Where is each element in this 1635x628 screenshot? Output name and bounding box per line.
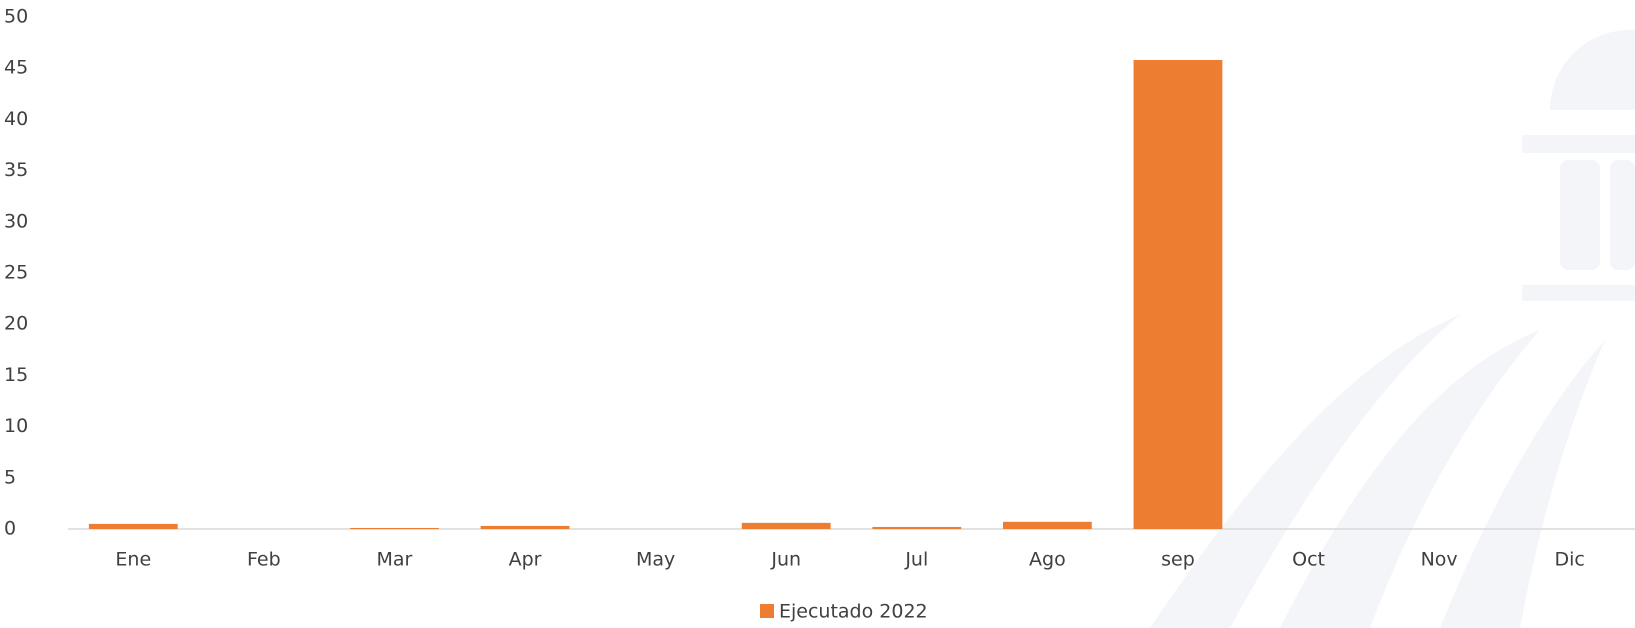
y-tick-label: 15 <box>4 364 28 386</box>
x-tick-label: Jul <box>904 549 928 571</box>
bar <box>88 523 178 529</box>
x-tick-label: Oct <box>1292 549 1325 571</box>
bar <box>741 522 831 529</box>
x-tick-label: Ene <box>115 549 151 571</box>
x-tick-label: Jun <box>770 549 801 571</box>
y-tick-label: 0 <box>4 518 16 540</box>
bar <box>480 525 570 529</box>
bar <box>1002 521 1092 529</box>
legend-label: Ejecutado 2022 <box>779 601 928 623</box>
x-tick-label: Dic <box>1555 549 1585 571</box>
x-tick-label: Feb <box>247 549 281 571</box>
y-tick-label: 45 <box>4 57 28 79</box>
legend-swatch <box>760 604 774 618</box>
x-tick-label: Ago <box>1029 549 1066 571</box>
x-tick-label: Nov <box>1421 549 1458 571</box>
y-tick-label: 10 <box>4 415 28 437</box>
y-tick-label: 30 <box>4 210 28 232</box>
y-tick-label: 40 <box>4 108 28 130</box>
x-tick-label: Apr <box>509 549 542 571</box>
y-tick-label: 5 <box>4 466 16 488</box>
bar <box>872 526 962 529</box>
y-tick-label: 50 <box>4 6 28 28</box>
bar <box>350 527 439 529</box>
watermark <box>1150 29 1635 628</box>
y-tick-label: 20 <box>4 313 28 335</box>
x-tick-label: Mar <box>377 549 413 571</box>
x-tick-label: sep <box>1161 549 1195 571</box>
bar <box>1133 60 1223 530</box>
y-tick-label: 25 <box>4 262 28 284</box>
y-tick-label: 35 <box>4 159 28 181</box>
x-tick-label: May <box>636 549 675 571</box>
